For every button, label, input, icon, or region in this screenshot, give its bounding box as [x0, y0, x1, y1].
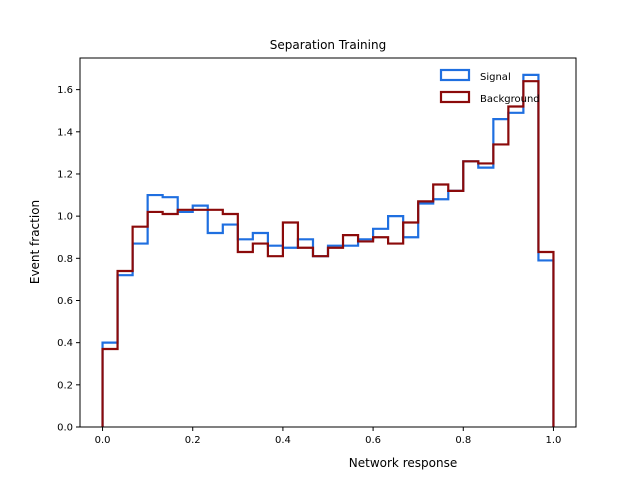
y-tick-label: 0.0: [57, 423, 73, 434]
x-tick-label: 0.6: [365, 435, 381, 446]
y-tick-label: 0.8: [57, 254, 73, 265]
legend: Signal Background: [439, 68, 540, 105]
x-tick-label: 0.0: [95, 435, 111, 446]
x-axis-ticks: 0.0 0.2 0.4 0.6 0.8 1.0: [95, 427, 562, 446]
axes-frame: [79, 57, 577, 428]
y-tick-label: 1.2: [57, 169, 73, 180]
legend-swatch-signal: [439, 68, 471, 82]
plot-area: [101, 73, 555, 427]
x-tick-label: 0.2: [185, 435, 201, 446]
x-tick-label: 0.8: [455, 435, 471, 446]
x-tick-label: 1.0: [546, 435, 562, 446]
legend-label-signal: Signal: [480, 72, 511, 83]
legend-swatch-background: [439, 90, 471, 104]
x-axis-label: Network response: [349, 456, 457, 470]
y-axis-ticks: 0.0 0.2 0.4 0.6 0.8 1.0 1.2 1.4 1.6: [57, 85, 80, 434]
legend-label-background: Background: [480, 94, 540, 105]
y-tick-label: 1.0: [57, 212, 73, 223]
y-tick-label: 0.2: [57, 380, 73, 391]
histogram-series-background: [101, 80, 555, 427]
y-tick-label: 1.4: [57, 127, 73, 138]
chart-title: Separation Training: [270, 38, 386, 52]
x-tick-label: 0.4: [275, 435, 291, 446]
y-tick-label: 0.6: [57, 296, 73, 307]
y-tick-label: 1.6: [57, 85, 73, 96]
y-tick-label: 0.4: [57, 338, 73, 349]
y-axis-label: Event fraction: [28, 200, 42, 284]
